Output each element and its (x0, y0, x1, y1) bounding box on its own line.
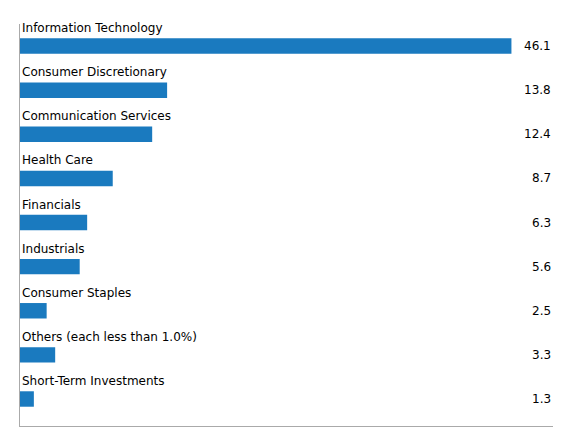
svg-text:1.3: 1.3 (532, 392, 551, 406)
svg-text:13.8: 13.8 (524, 83, 551, 97)
svg-text:8.7: 8.7 (532, 171, 551, 185)
svg-text:Others (each less than 1.0%): Others (each less than 1.0%) (22, 330, 197, 344)
svg-text:Information Technology: Information Technology (22, 21, 163, 35)
svg-text:3.3: 3.3 (532, 348, 551, 362)
svg-text:6.3: 6.3 (532, 216, 551, 230)
svg-text:Financials: Financials (22, 198, 81, 212)
svg-text:Short-Term Investments: Short-Term Investments (22, 374, 165, 388)
svg-text:2.5: 2.5 (532, 304, 551, 318)
svg-text:12.4: 12.4 (524, 127, 551, 141)
svg-text:Consumer Discretionary: Consumer Discretionary (22, 65, 167, 79)
svg-text:Industrials: Industrials (22, 242, 85, 256)
svg-text:Consumer Staples: Consumer Staples (22, 286, 131, 300)
svg-text:5.6: 5.6 (532, 260, 551, 274)
svg-text:Health Care: Health Care (22, 153, 93, 167)
svg-text:46.1: 46.1 (524, 39, 551, 53)
svg-text:Communication Services: Communication Services (22, 109, 171, 123)
